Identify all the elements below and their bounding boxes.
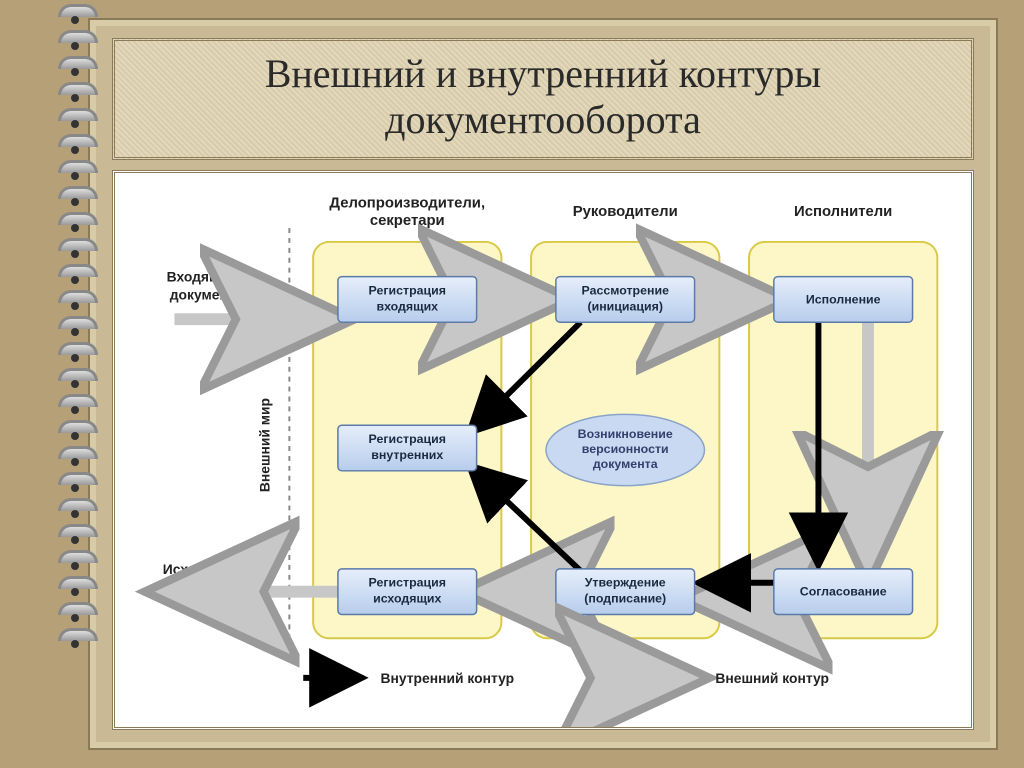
node-reg-internal-l1: Регистрация (369, 432, 446, 446)
node-exec: Исполнение (774, 277, 913, 323)
node-reg-incoming: Регистрация входящих (338, 277, 477, 323)
oval-l2: версионности (582, 442, 669, 456)
legend-outer-label: Внешний контур (715, 670, 829, 686)
node-reg-outgoing-l1: Регистрация (369, 576, 446, 590)
oval-l3: документа (593, 457, 658, 471)
node-exec-label: Исполнение (806, 292, 881, 306)
oval-l1: Возникновение (578, 427, 673, 441)
node-reg-incoming-l1: Регистрация (369, 283, 446, 297)
col-hdr-1-l1: Делопроизводители, (329, 195, 485, 211)
flow-diagram: Делопроизводители, секретари Руководител… (115, 173, 971, 727)
node-approve-l1: Утверждение (585, 576, 666, 590)
label-incoming-l2: документ (170, 286, 235, 302)
diagram-container: Делопроизводители, секретари Руководител… (112, 170, 974, 730)
node-reg-outgoing-l2: исходящих (373, 592, 441, 606)
node-reg-incoming-l2: входящих (376, 299, 438, 313)
node-review-l2: (инициация) (587, 299, 662, 313)
node-agree: Согласование (774, 569, 913, 615)
legend: Внутренний контур Внешний контур (303, 670, 829, 686)
slide-frame: Внешний и внутренний контуры документооб… (88, 18, 998, 750)
node-reg-outgoing: Регистрация исходящих (338, 569, 477, 615)
col-hdr-3: Исполнители (794, 204, 892, 220)
title-line2: документооборота (385, 97, 701, 142)
node-reg-internal: Регистрация внутренних (338, 425, 477, 471)
label-external-world: Внешний мир (257, 398, 273, 492)
node-review: Рассмотрение (инициация) (556, 277, 695, 323)
node-approve-l2: (подписание) (584, 592, 666, 606)
col-hdr-2: Руководители (573, 204, 678, 220)
label-incoming-l1: Входящий (167, 269, 238, 285)
legend-inner-label: Внутренний контур (381, 670, 515, 686)
node-reg-internal-l2: внутренних (371, 448, 443, 462)
node-agree-label: Согласование (800, 585, 887, 599)
title-line1: Внешний и внутренний контуры (265, 51, 822, 96)
spiral-binding (58, 0, 94, 768)
title-box: Внешний и внутренний контуры документооб… (112, 38, 974, 160)
col-hdr-1-l2: секретари (370, 213, 445, 229)
oval-versioning: Возникновение версионности документа (546, 414, 705, 485)
label-outgoing-l1: Исходящий (163, 561, 242, 577)
node-approve: Утверждение (подписание) (556, 569, 695, 615)
node-review-l1: Рассмотрение (582, 283, 670, 297)
